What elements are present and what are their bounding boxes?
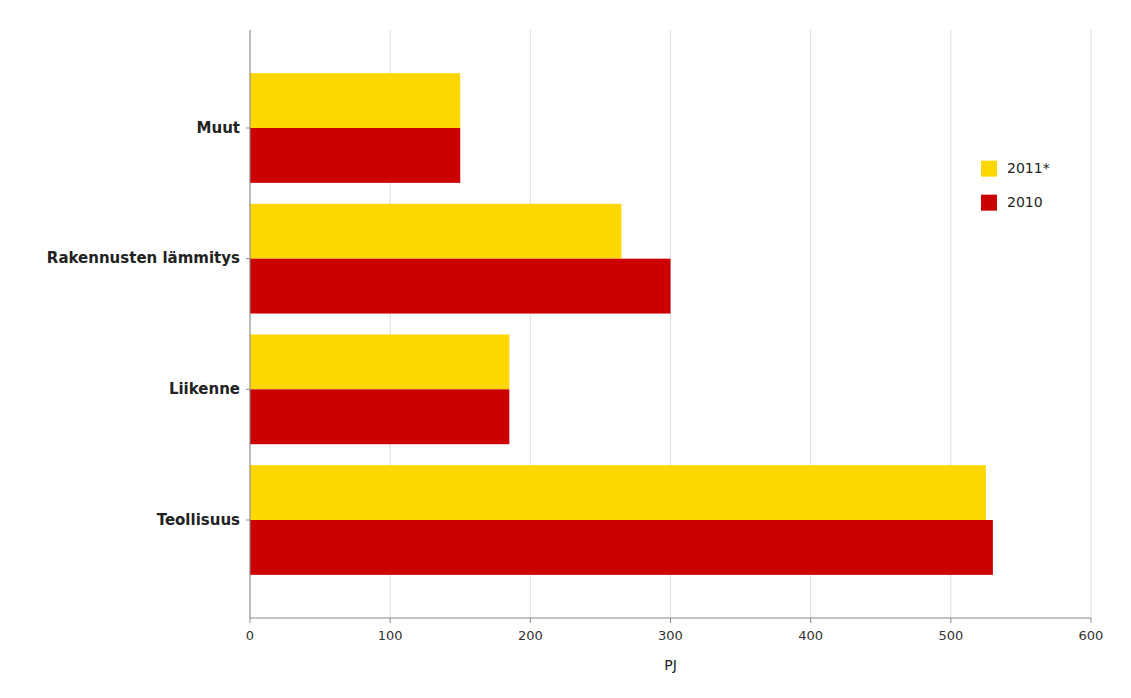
x-tick-label: 400	[798, 628, 823, 643]
bar: Liikenne 2010: 185	[250, 389, 509, 444]
chart-svg: Teollisuus 2011*: 525 Liikenne 2011*: 185…	[0, 0, 1131, 698]
bar: Rakennusten lämmitys 2010: 300	[250, 259, 671, 314]
bar: Teollisuus 2010: 530	[250, 520, 993, 575]
legend-swatch	[981, 195, 997, 211]
y-tick	[246, 389, 250, 390]
bar: Teollisuus 2011*: 525	[250, 465, 986, 520]
grid-line	[250, 30, 251, 618]
legend-label: 2011*	[1007, 160, 1050, 176]
x-tick	[810, 618, 811, 623]
x-tick	[670, 618, 671, 623]
y-tick	[246, 258, 250, 259]
x-tick-label: 600	[1079, 628, 1104, 643]
x-tick	[1091, 618, 1092, 623]
legend-swatch	[981, 161, 997, 177]
plot: Teollisuus 2011*: 525 Liikenne 2011*: 185…	[47, 30, 1104, 673]
y-axis-line	[250, 30, 251, 618]
x-tick	[950, 618, 951, 623]
y-tick-label: Teollisuus	[157, 511, 240, 529]
y-tick	[246, 520, 250, 521]
chart-container: Teollisuus 2011*: 525 Liikenne 2011*: 185…	[0, 0, 1131, 698]
bars: Teollisuus 2011*: 525 Liikenne 2011*: 185…	[250, 73, 993, 575]
x-axis-label: PJ	[664, 657, 677, 673]
x-tick-label: 300	[658, 628, 683, 643]
bar: Muut 2011*: 150	[250, 73, 460, 128]
x-tick	[250, 618, 251, 623]
y-tick-label: Liikenne	[169, 380, 240, 398]
bar: Liikenne 2011*: 185	[250, 334, 509, 389]
grid	[250, 30, 1091, 618]
grid-line	[1091, 30, 1092, 618]
x-tick-label: 200	[518, 628, 543, 643]
y-tick-label: Rakennusten lämmitys	[47, 249, 240, 267]
x-tick	[530, 618, 531, 623]
x-tick	[390, 618, 391, 623]
legend: 2011* 2010	[981, 160, 1050, 211]
y-tick	[246, 128, 250, 129]
x-tick-label: 0	[246, 628, 254, 643]
x-ticks: 0 100 200 300 400 500 600	[246, 618, 1104, 643]
bar: Rakennusten lämmitys 2011*: 265	[250, 204, 621, 259]
x-tick-label: 100	[378, 628, 403, 643]
x-tick-label: 500	[938, 628, 963, 643]
legend-label: 2010	[1007, 194, 1043, 210]
bar: Muut 2010: 150	[250, 128, 460, 183]
y-ticks: Teollisuus Liikenne Rakennusten lämmitys Mu…	[47, 119, 250, 529]
y-tick-label: Muut	[197, 119, 240, 137]
